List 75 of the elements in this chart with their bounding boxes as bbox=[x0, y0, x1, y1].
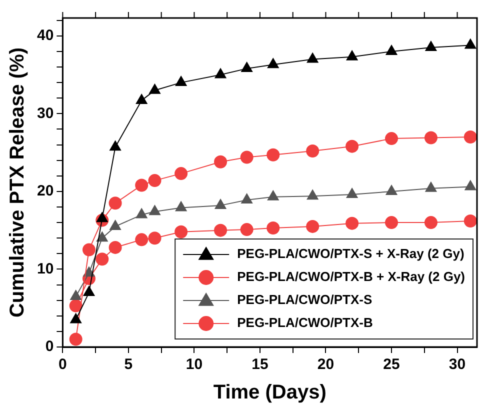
legend-label: PEG-PLA/CWO/PTX-S bbox=[237, 292, 372, 308]
point bbox=[175, 201, 187, 212]
point bbox=[241, 62, 253, 72]
x-tick-label: 20 bbox=[317, 356, 334, 374]
point bbox=[108, 240, 122, 254]
point bbox=[425, 182, 437, 192]
point bbox=[175, 76, 187, 86]
point bbox=[96, 212, 108, 222]
point bbox=[266, 148, 280, 162]
point bbox=[241, 194, 253, 204]
point bbox=[174, 167, 188, 180]
point bbox=[96, 232, 108, 242]
point bbox=[83, 286, 95, 296]
point bbox=[346, 216, 359, 230]
y-tick-label: 10 bbox=[36, 260, 54, 278]
x-tick-label: 30 bbox=[448, 356, 466, 374]
point bbox=[346, 140, 359, 153]
point bbox=[69, 299, 82, 312]
y-tick-label: 40 bbox=[36, 27, 54, 44]
point bbox=[385, 132, 398, 146]
point bbox=[425, 41, 437, 52]
point bbox=[306, 220, 320, 233]
point bbox=[214, 155, 228, 168]
point bbox=[70, 290, 82, 300]
point bbox=[386, 44, 398, 55]
point bbox=[424, 216, 438, 230]
x-axis-title: Time (Days) bbox=[213, 382, 326, 404]
point bbox=[96, 252, 109, 266]
legend-label: PEG-PLA/CWO/PTX-B bbox=[237, 315, 373, 330]
point bbox=[346, 50, 358, 60]
y-tick-label: 0 bbox=[45, 338, 54, 356]
legend-label: PEG-PLA/CWO/PTX-S + X-Ray (2 Gy) bbox=[237, 246, 464, 262]
y-tick-label: 20 bbox=[36, 182, 54, 200]
point bbox=[108, 196, 122, 210]
point bbox=[135, 178, 148, 192]
point bbox=[136, 208, 148, 218]
point bbox=[174, 225, 188, 238]
x-tick-label: 0 bbox=[58, 356, 67, 374]
point bbox=[82, 243, 96, 256]
x-tick-label: 5 bbox=[124, 356, 133, 374]
point bbox=[148, 232, 162, 245]
point bbox=[267, 58, 279, 68]
point bbox=[214, 68, 226, 78]
point bbox=[70, 313, 82, 324]
point bbox=[464, 38, 476, 49]
legend-label: PEG-PLA/CWO/PTX-B + X-Ray (2 Gy) bbox=[237, 269, 466, 284]
point bbox=[214, 224, 228, 237]
point bbox=[464, 214, 477, 228]
point bbox=[386, 184, 398, 195]
point bbox=[69, 332, 82, 346]
y-axis-title: Cumulative PTX Release (%) bbox=[6, 47, 29, 318]
x-tick-label: 25 bbox=[383, 356, 400, 374]
point bbox=[424, 131, 438, 144]
point bbox=[110, 220, 121, 230]
point bbox=[464, 180, 476, 190]
point bbox=[240, 150, 254, 164]
point bbox=[346, 188, 358, 198]
point bbox=[306, 144, 320, 158]
point bbox=[136, 94, 148, 104]
y-tick-label: 30 bbox=[36, 104, 54, 122]
point bbox=[214, 198, 226, 209]
point bbox=[110, 140, 121, 151]
point bbox=[306, 52, 318, 63]
point bbox=[240, 223, 254, 236]
x-tick-label: 10 bbox=[186, 356, 203, 374]
point bbox=[135, 233, 148, 246]
point bbox=[385, 216, 398, 230]
point bbox=[464, 130, 477, 144]
point bbox=[148, 174, 162, 188]
point bbox=[306, 190, 318, 200]
x-tick-label: 15 bbox=[252, 356, 268, 374]
point bbox=[149, 84, 160, 94]
point bbox=[149, 205, 160, 216]
point bbox=[266, 222, 280, 234]
point bbox=[267, 190, 279, 200]
